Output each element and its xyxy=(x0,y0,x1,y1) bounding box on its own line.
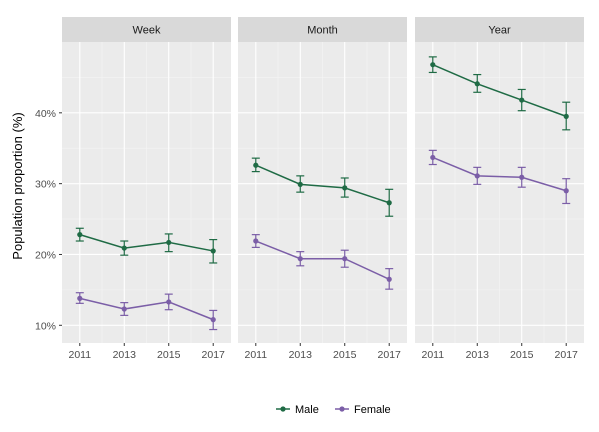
series-line xyxy=(432,63,567,118)
x-tick-label: 2013 xyxy=(113,349,137,361)
data-point xyxy=(563,113,569,119)
x-tick-label: 2011 xyxy=(244,349,267,361)
data-point xyxy=(386,276,392,282)
x-tick-label: 2015 xyxy=(157,349,181,361)
x-tick-label: 2015 xyxy=(510,349,534,361)
data-point xyxy=(386,200,392,206)
y-axis-title: Population proportion (%) xyxy=(10,112,25,259)
data-point xyxy=(297,256,303,262)
data-point xyxy=(77,232,83,238)
x-tick-label: 2017 xyxy=(555,349,579,361)
data-point xyxy=(77,295,83,301)
data-point xyxy=(430,154,436,161)
facet-strip xyxy=(62,17,231,42)
series-male xyxy=(75,227,218,264)
legend-item-male: Male xyxy=(276,404,319,416)
series-line xyxy=(79,297,214,321)
series-line xyxy=(432,156,567,192)
x-tick-label: 2013 xyxy=(466,349,490,361)
series-line xyxy=(79,233,214,252)
series-male xyxy=(251,157,394,217)
legend-key-point xyxy=(280,406,286,412)
data-point xyxy=(342,256,348,262)
y-axis-ticks: 10% 20% 30% 40% xyxy=(35,108,62,332)
series-female xyxy=(251,234,394,290)
data-point xyxy=(121,245,127,251)
legend-key-point xyxy=(339,406,345,412)
data-point xyxy=(253,162,259,168)
series-female xyxy=(75,292,218,331)
facet-strip xyxy=(415,17,584,42)
x-tick-label: 2013 xyxy=(289,349,313,361)
series-female xyxy=(428,149,571,205)
facet-panel-year: Year 2011 2013 2015 2017 xyxy=(415,17,584,361)
facet-panel-week: Week 2011 2013 2015 2017 xyxy=(62,17,231,361)
data-point xyxy=(474,173,480,179)
series-male xyxy=(428,56,571,131)
y-tick-label: 10% xyxy=(35,320,56,332)
facet-strip-label: Month xyxy=(307,25,338,37)
data-point xyxy=(210,317,216,323)
data-point xyxy=(166,239,172,246)
facet-strip xyxy=(238,17,407,42)
data-point xyxy=(519,174,525,180)
y-tick-label: 40% xyxy=(35,108,56,120)
data-point xyxy=(519,97,525,103)
legend: Male Female xyxy=(276,404,391,416)
data-point xyxy=(563,188,569,194)
data-point xyxy=(474,81,480,87)
series-line xyxy=(255,240,390,280)
data-point xyxy=(121,306,127,312)
x-tick-label: 2011 xyxy=(68,349,91,361)
y-tick-label: 30% xyxy=(35,179,56,191)
data-point xyxy=(253,238,259,244)
legend-label: Female xyxy=(354,404,391,416)
x-tick-label: 2015 xyxy=(333,349,357,361)
facet-strip-label: Year xyxy=(488,25,511,37)
y-tick-label: 20% xyxy=(35,249,56,261)
facet-panel-month: Month 2011 2013 2015 2017 xyxy=(238,17,407,361)
data-point xyxy=(430,62,436,68)
facet-strip-label: Week xyxy=(133,25,161,37)
x-tick-label: 2017 xyxy=(378,349,402,361)
x-tick-label: 2017 xyxy=(202,349,226,361)
x-tick-label: 2011 xyxy=(421,349,444,361)
data-point xyxy=(342,185,348,191)
series-line xyxy=(255,164,390,204)
facet-panels: Week 2011 2013 2015 2017 Month 2011 2013 2015 201… xyxy=(62,17,584,361)
legend-item-female: Female xyxy=(335,404,391,416)
legend-label: Male xyxy=(295,404,319,416)
data-point xyxy=(166,299,172,305)
data-point xyxy=(297,181,303,187)
data-point xyxy=(210,248,216,254)
